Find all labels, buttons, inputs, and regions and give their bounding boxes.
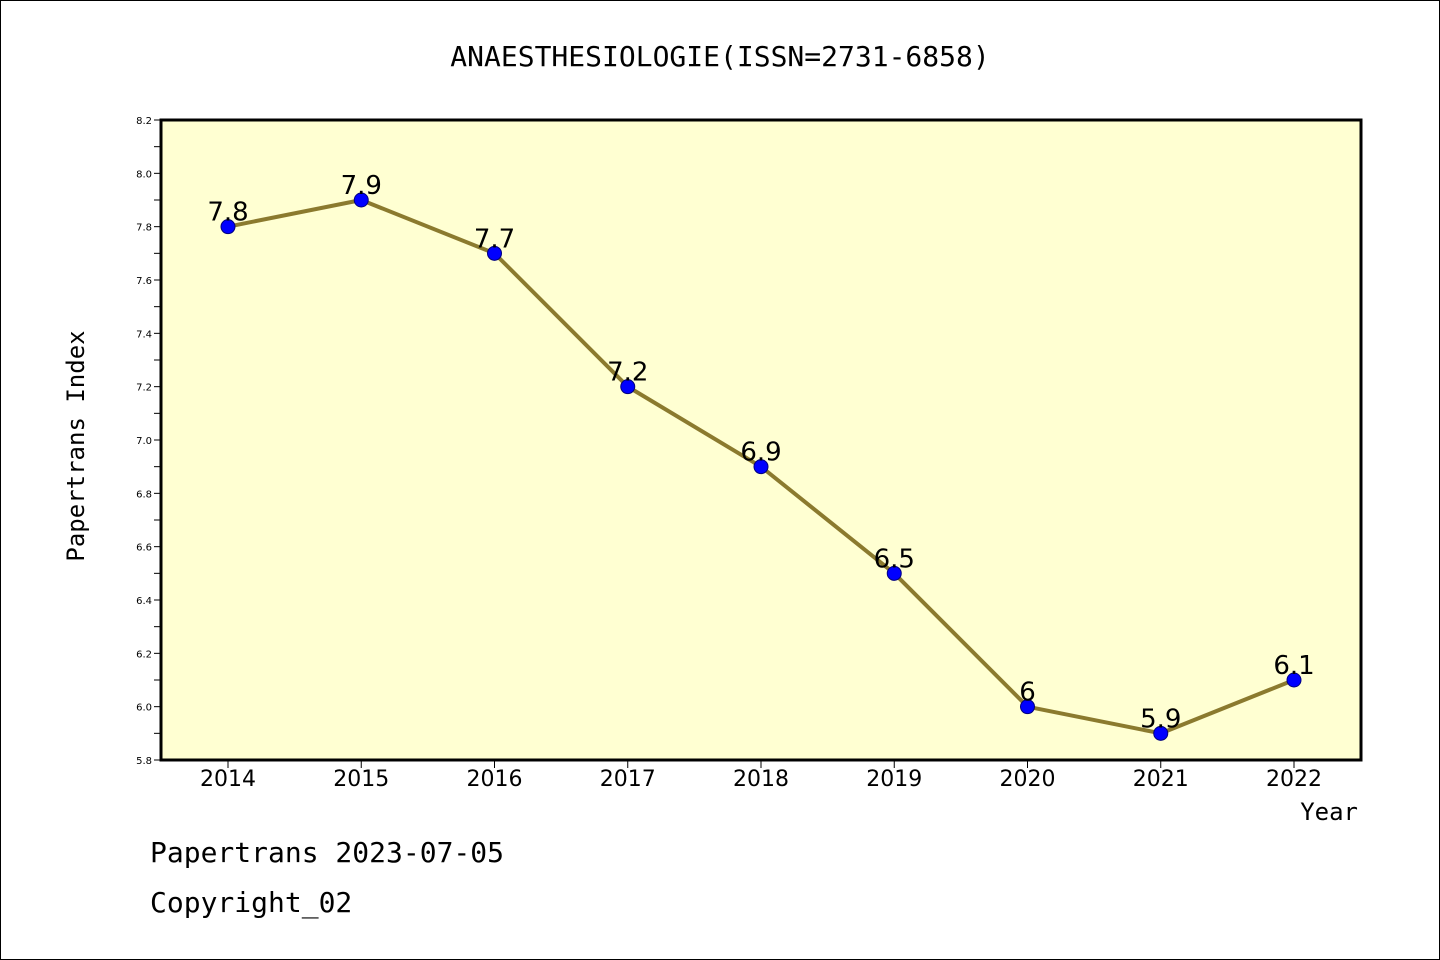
data-point (353, 192, 369, 208)
data-point (1286, 672, 1302, 688)
data-point (1020, 699, 1035, 715)
data-label: 6 (1019, 678, 1036, 708)
data-point (753, 459, 769, 475)
data-label: 7.8 (207, 198, 248, 228)
plot-area (159, 118, 1363, 762)
data-point (487, 245, 502, 261)
y-tick-label: 8.2 (136, 116, 152, 127)
y-tick-label: 5.8 (136, 756, 152, 767)
y-tick-label: 6.2 (136, 649, 152, 660)
y-tick-label: 6.0 (136, 703, 152, 714)
x-tick-label: 2017 (600, 767, 656, 792)
x-axis: 2014 2015 2016 2017 2018 2019 2020 2021 2022 (200, 760, 1322, 792)
data-label: 6.5 (874, 544, 915, 574)
x-tick-label: 2019 (866, 767, 922, 792)
x-tick-label: 2018 (733, 767, 789, 792)
data-label: 7.9 (341, 171, 382, 201)
y-tick-label: 7.8 (136, 223, 152, 234)
y-tick-label: 7.2 (136, 383, 152, 394)
data-label: 7.2 (607, 358, 648, 388)
y-axis-title: Papertrans Index (62, 330, 90, 561)
data-point (220, 219, 236, 235)
y-tick-label: 7.6 (136, 276, 152, 287)
x-axis-title: Year (1300, 798, 1358, 826)
data-label: 6.9 (740, 438, 781, 468)
series-line-group (220, 192, 1302, 741)
y-tick-label: 6.6 (136, 543, 152, 554)
footer-copyright: Copyright_02 (150, 886, 353, 919)
x-tick-label: 2016 (467, 767, 523, 792)
footer-date: Papertrans 2023-07-05 (150, 836, 505, 869)
y-tick-label: 7.4 (136, 329, 152, 340)
y-axis: 5.8 6.0 6.2 6.4 6.6 6.8 7.0 7.2 7.4 7.6 7.8 8.0 8.2 (136, 116, 161, 767)
data-label: 7.7 (474, 224, 515, 254)
data-label: 5.9 (1140, 704, 1181, 734)
chart-title: ANAESTHESIOLOGIE(ISSN=2731-6858) (450, 40, 989, 73)
x-tick-label: 2015 (333, 767, 389, 792)
x-tick-label: 2014 (200, 767, 256, 792)
y-tick-label: 6.4 (136, 596, 152, 607)
data-point (620, 379, 636, 395)
y-tick-label: 6.8 (136, 489, 152, 500)
y-tick-label: 7.0 (136, 436, 152, 447)
x-tick-label: 2022 (1266, 767, 1322, 792)
data-point (886, 565, 902, 581)
y-tick-label: 8.0 (136, 169, 152, 180)
data-label: 6.1 (1273, 651, 1314, 681)
data-point (1153, 725, 1169, 741)
data-labels: 7.8 7.9 7.7 7.2 6.9 6.5 6 5.9 6.1 (207, 171, 1314, 734)
x-tick-label: 2021 (1133, 767, 1189, 792)
x-tick-label: 2020 (1000, 767, 1056, 792)
